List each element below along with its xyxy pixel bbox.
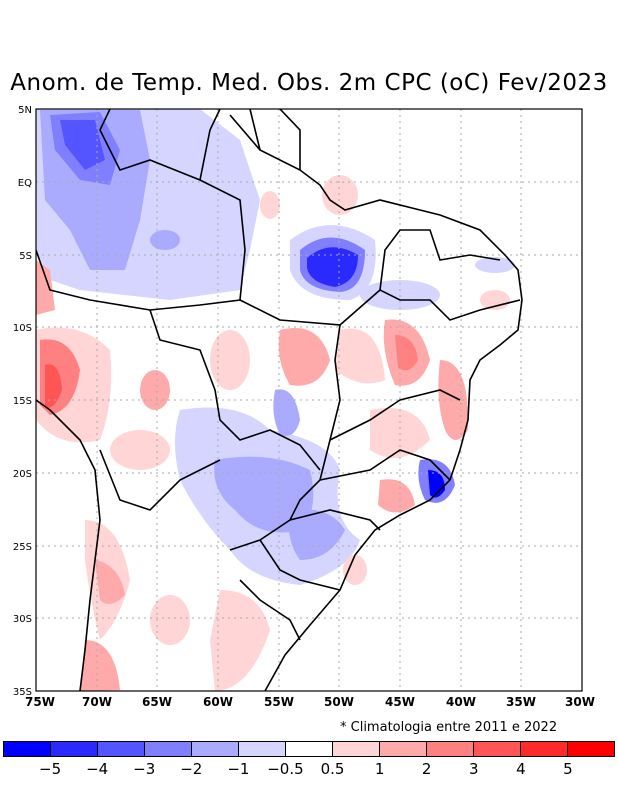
colorbar-bin (4, 742, 51, 756)
colorbar-bin (192, 742, 239, 756)
colorbar-bin (286, 742, 333, 756)
lat-label: 15S (13, 396, 32, 407)
colorbar-bin (145, 742, 192, 756)
lon-label: 75W (25, 695, 55, 709)
lat-label: 5S (19, 251, 32, 262)
climatology-note: * Climatologia entre 2011 e 2022 (340, 720, 558, 735)
colorbar-bin (98, 742, 145, 756)
lon-label: 35W (506, 695, 536, 709)
lon-label: 70W (82, 695, 112, 709)
colorbar-label: −5 (39, 760, 62, 778)
colorbar (3, 741, 615, 757)
lat-label: 35S (13, 687, 32, 698)
colorbar-label: −3 (133, 760, 156, 778)
lat-label: 20S (13, 469, 32, 480)
colorbar-label: 1 (374, 760, 385, 778)
map-title: Anom. de Temp. Med. Obs. 2m CPC (oC) Fev… (10, 70, 608, 96)
colorbar-bin (474, 742, 521, 756)
lon-label: 30W (565, 695, 595, 709)
colorbar-bin (51, 742, 98, 756)
colorbar-label: 3 (468, 760, 479, 778)
lat-label: 5N (18, 105, 32, 116)
colorbar-bin (521, 742, 568, 756)
colorbar-label: −1 (227, 760, 250, 778)
colorbar-bin (568, 742, 614, 756)
lon-label: 50W (324, 695, 354, 709)
colorbar-label: 0.5 (320, 760, 345, 778)
lat-label: EQ (18, 178, 32, 189)
colorbar-label: −0.5 (267, 760, 304, 778)
colorbar-label: 2 (421, 760, 432, 778)
colorbar-label: −2 (180, 760, 203, 778)
country-borders (36, 109, 523, 691)
graticule (36, 109, 582, 691)
latitude-labels: 5N EQ 5S 10S 15S 20S 25S 30S 35S (13, 105, 32, 698)
lat-label: 25S (13, 542, 32, 553)
lat-label: 30S (13, 614, 32, 625)
colorbar-bin (333, 742, 380, 756)
lon-label: 40W (446, 695, 476, 709)
map-frame (35, 108, 583, 692)
colorbar-bin (239, 742, 286, 756)
colorbar-bin (427, 742, 474, 756)
lon-label: 55W (264, 695, 294, 709)
anomaly-shading (36, 109, 515, 691)
colorbar-label: 5 (563, 760, 573, 778)
colorbar-label: 4 (516, 760, 526, 778)
longitude-labels: 75W 70W 65W 60W 55W 50W 45W 40W 35W 30W (25, 695, 595, 709)
lon-label: 60W (203, 695, 233, 709)
anomaly-map: 5N EQ 5S 10S 15S 20S 25S 30S 35S 75W 70W… (13, 105, 595, 709)
lat-label: 10S (13, 323, 32, 334)
lon-label: 45W (385, 695, 415, 709)
colorbar-label: −4 (86, 760, 109, 778)
lon-label: 65W (142, 695, 172, 709)
colorbar-bin (380, 742, 427, 756)
